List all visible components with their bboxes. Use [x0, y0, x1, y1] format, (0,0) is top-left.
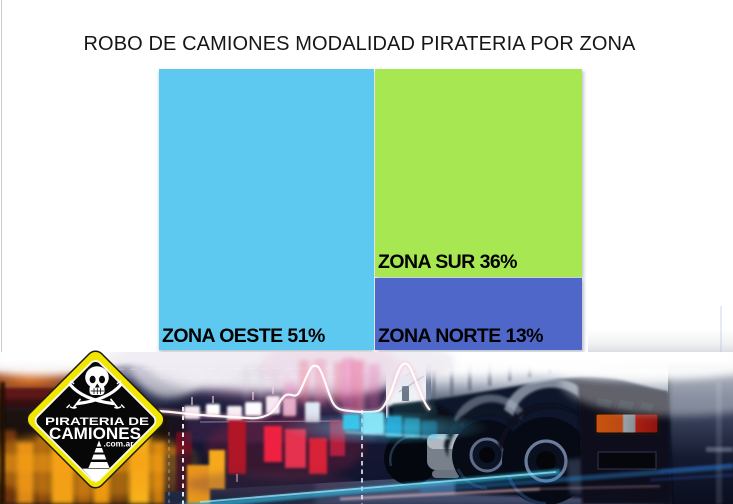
svg-text:PIRATERIA DE: PIRATERIA DE — [45, 416, 150, 428]
svg-text:CAMIONES: CAMIONES — [49, 425, 141, 443]
svg-text:.com.ar: .com.ar — [104, 439, 135, 449]
